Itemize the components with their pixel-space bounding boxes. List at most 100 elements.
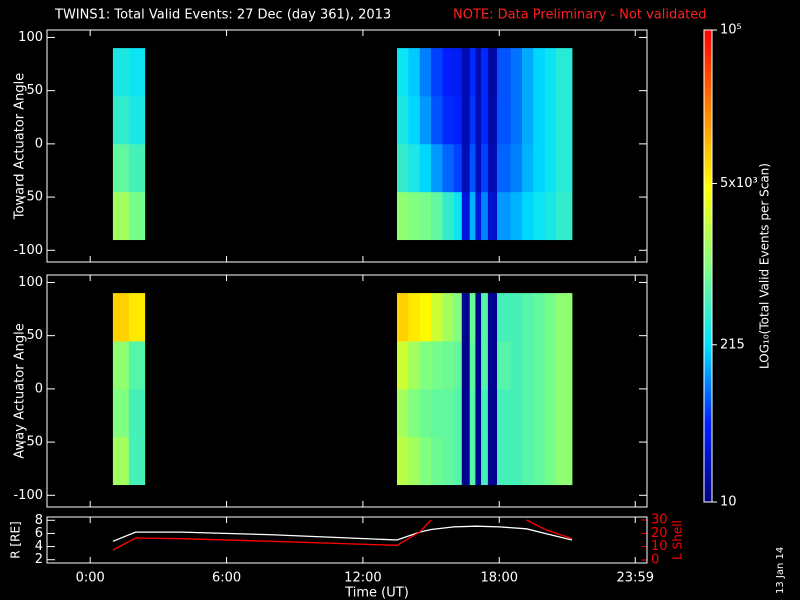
heat-cell <box>510 95 523 145</box>
heat-cell <box>522 191 534 241</box>
heat-cell <box>475 340 482 390</box>
y-tick-label: 2 <box>35 552 43 567</box>
colorbar-tick-label: 5x10³ <box>720 176 758 191</box>
heat-cell <box>487 388 498 438</box>
heat-cell <box>112 143 130 193</box>
heat-cell <box>461 143 471 193</box>
heat-cell <box>431 191 443 241</box>
heat-cell <box>522 340 534 390</box>
heat-cell <box>408 95 421 145</box>
heat-cell <box>431 143 443 193</box>
colorbar-tick-label: 215 <box>720 337 745 352</box>
heat-cell <box>453 95 463 145</box>
heat-cell <box>442 340 455 390</box>
heat-cell <box>533 143 546 193</box>
heat-cell <box>497 436 512 486</box>
panel-frame <box>46 29 648 263</box>
series-line <box>112 525 573 542</box>
heat-cell <box>497 48 512 97</box>
heat-cell <box>556 388 573 438</box>
heat-cell <box>408 436 421 486</box>
heat-cell <box>533 48 546 97</box>
heat-cell <box>487 436 498 486</box>
heat-cell <box>487 191 498 241</box>
heat-cell <box>544 436 557 486</box>
colorbar-label: LOG₁₀(Total Valid Events per Scan) <box>758 163 772 369</box>
heat-cell <box>453 293 463 342</box>
heat-cell <box>487 143 498 193</box>
heat-cell <box>481 191 489 241</box>
heat-cell <box>544 143 557 193</box>
heat-cell <box>522 388 534 438</box>
heat-cell <box>487 95 498 145</box>
heat-cell <box>461 436 471 486</box>
x-tick-label: 18:00 <box>481 571 518 586</box>
heat-cell <box>397 191 409 241</box>
heat-cell <box>544 95 557 145</box>
heat-cell <box>128 388 146 438</box>
lines <box>112 519 573 551</box>
heat-cell <box>533 340 546 390</box>
panel-frame <box>46 516 648 564</box>
y-tick-label: 50 <box>26 328 43 343</box>
heat-cell <box>397 95 409 145</box>
heat-cell <box>408 48 421 97</box>
heat-cell <box>544 191 557 241</box>
heat-cell <box>442 388 455 438</box>
heat-cell <box>431 340 443 390</box>
y-tick-label: 100 <box>18 275 43 290</box>
y-tick-label: -50 <box>22 435 43 450</box>
heat-cell <box>556 340 573 390</box>
heat-cell <box>442 293 455 342</box>
heat-cell <box>544 340 557 390</box>
heat-cell <box>397 48 409 97</box>
heat-cell <box>481 340 489 390</box>
heat-cell <box>453 143 463 193</box>
y2-tick-label: 10 <box>651 539 668 554</box>
heat-cell <box>475 293 482 342</box>
heat-cell <box>419 191 432 241</box>
heat-cell <box>475 191 482 241</box>
heat-cell <box>522 436 534 486</box>
y-tick-label: 8 <box>35 513 43 528</box>
heat-cell <box>461 95 471 145</box>
heat-cell <box>510 191 523 241</box>
heat-cell <box>431 95 443 145</box>
heat-cell <box>128 340 146 390</box>
heat-cell <box>397 388 409 438</box>
heat-cell <box>497 340 512 390</box>
heat-cell <box>487 293 498 342</box>
panel-frame <box>46 274 648 508</box>
heat-cell <box>408 143 421 193</box>
heat-cell <box>461 191 471 241</box>
heat-cell <box>419 388 432 438</box>
heat-cell <box>481 388 489 438</box>
heat-cell <box>510 340 523 390</box>
heat-cell <box>475 143 482 193</box>
heat-cell <box>469 293 476 342</box>
heat-cell <box>461 388 471 438</box>
heat-cell <box>431 388 443 438</box>
heat-cell <box>533 191 546 241</box>
heat-cell <box>475 388 482 438</box>
date-stamp: 13 Jan 14 <box>775 547 786 594</box>
heat-cell <box>522 143 534 193</box>
heat-cell <box>481 436 489 486</box>
heat-cell <box>453 388 463 438</box>
x-axis-label: Time (UT) <box>344 586 409 600</box>
heat-cell <box>408 340 421 390</box>
panel <box>112 48 573 241</box>
heat-cell <box>431 436 443 486</box>
heat-cell <box>112 95 130 145</box>
heat-cell <box>533 388 546 438</box>
heat-cell <box>408 388 421 438</box>
y-tick-label: -50 <box>22 190 43 205</box>
heat-cell <box>497 95 512 145</box>
heat-cell <box>469 388 476 438</box>
heat-cell <box>112 436 130 486</box>
heat-cell <box>510 388 523 438</box>
heat-cell <box>497 143 512 193</box>
heat-cell <box>442 48 455 97</box>
heat-cell <box>481 95 489 145</box>
